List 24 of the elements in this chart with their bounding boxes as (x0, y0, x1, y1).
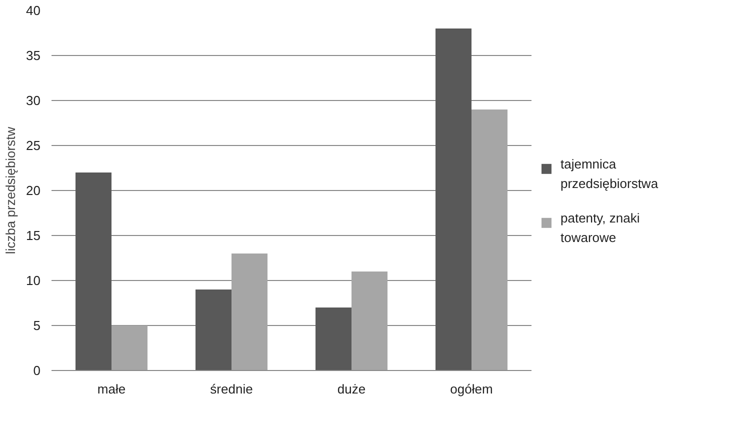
bar (316, 308, 352, 370)
legend-label: tajemnica przedsiębiorstwa (560, 156, 659, 191)
bar (436, 28, 472, 370)
y-tick-label: 15 (26, 228, 41, 243)
y-tick-label: 10 (26, 273, 41, 288)
x-tick-label: średnie (210, 382, 253, 396)
x-tick-label: ogółem (450, 382, 493, 396)
bar (352, 272, 388, 370)
bar (196, 290, 232, 370)
y-tick-label: 20 (26, 183, 41, 198)
y-tick-label: 25 (26, 138, 41, 153)
y-axis-title: liczba przedsiębiorstw (3, 126, 18, 254)
x-tick-label: małe (97, 382, 126, 396)
bar (112, 326, 148, 370)
y-tick-label: 0 (33, 363, 41, 378)
bar (232, 254, 268, 370)
y-tick-label: 40 (26, 3, 41, 18)
y-tick-label: 30 (26, 93, 41, 108)
y-tick-label: 5 (33, 318, 41, 333)
bar (472, 110, 508, 370)
legend-label: patenty, znaki towarowe (560, 210, 640, 245)
bar (76, 172, 112, 370)
x-tick-label: duże (337, 382, 366, 396)
y-tick-label: 35 (26, 48, 41, 63)
